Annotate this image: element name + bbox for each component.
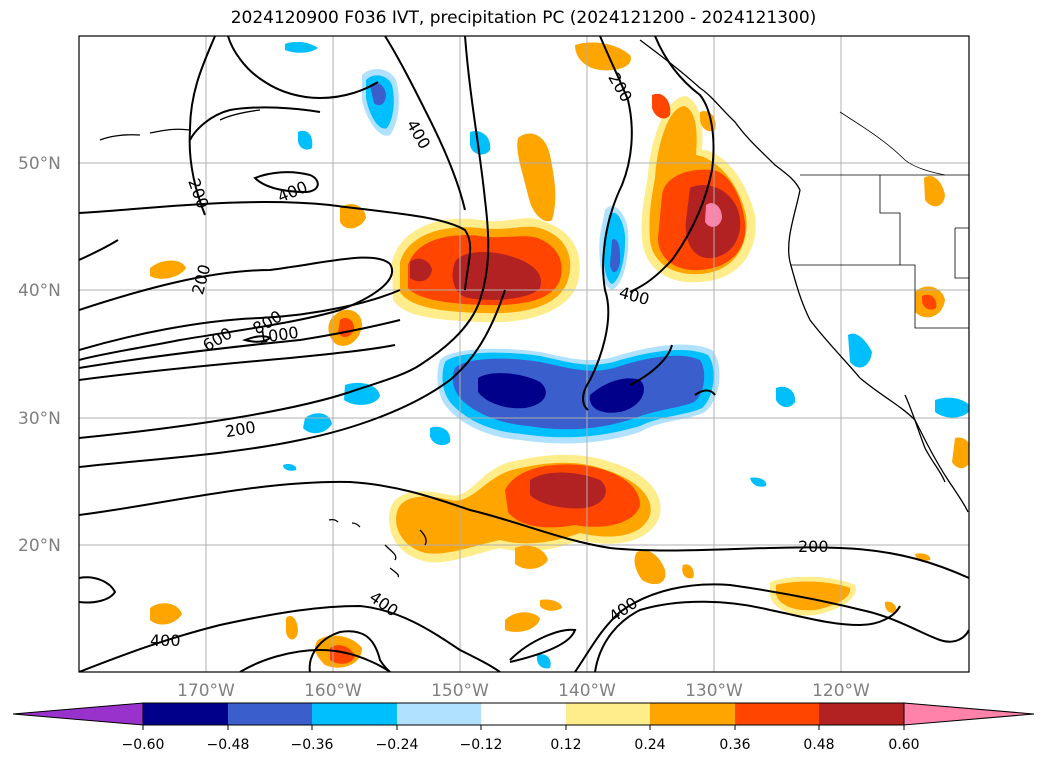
precip-field	[150, 41, 969, 669]
lon-label-170w: 170°W	[177, 681, 235, 701]
contour-label-400: 400	[617, 283, 651, 309]
lat-label-40n: 40°N	[18, 281, 61, 301]
contour-label-200: 200	[224, 417, 257, 441]
colorbar-segment	[481, 703, 566, 725]
ivt-contours	[79, 36, 969, 672]
colorbar-tick-label: −0.60	[122, 737, 165, 753]
colorbar-segment	[566, 703, 650, 725]
colorbar-extend-high	[903, 702, 1035, 726]
graticule	[79, 36, 969, 672]
colorbar-segment	[735, 703, 819, 725]
lat-label-50n: 50°N	[18, 154, 61, 174]
contour-label-400: 400	[403, 116, 435, 152]
colorbar-segment	[650, 703, 735, 725]
lat-label-30n: 30°N	[18, 409, 61, 429]
colorbar-extend-low	[12, 702, 144, 726]
colorbar-segment	[397, 703, 481, 725]
latitude-labels: 50°N 40°N 30°N 20°N	[18, 154, 61, 556]
small-blobs	[150, 41, 969, 669]
lon-label-130w: 130°W	[685, 681, 743, 701]
positive-anomaly-coast	[641, 96, 756, 283]
colorbar-tick-label: −0.12	[460, 737, 503, 753]
colorbar-tick-label: −0.48	[207, 737, 250, 753]
coastlines	[99, 39, 969, 578]
colorbar-tick-label: −0.24	[376, 737, 419, 753]
lon-label-150w: 150°W	[431, 681, 489, 701]
contour-label-200: 200	[188, 262, 214, 296]
lon-label-120w: 120°W	[812, 681, 870, 701]
lon-label-140w: 140°W	[558, 681, 616, 701]
colorbar-tick-label: 0.60	[888, 737, 919, 753]
colorbar-tick-label: 0.36	[719, 737, 750, 753]
colorbar-tick-label: 0.48	[803, 737, 834, 753]
colorbar-segment	[819, 703, 904, 725]
colorbar-segment	[143, 703, 228, 725]
contour-label-400: 400	[150, 631, 181, 650]
lat-label-20n: 20°N	[18, 536, 61, 556]
colorbar-tick-label: 0.12	[550, 737, 581, 753]
longitude-labels: 170°W 160°W 150°W 140°W 130°W 120°W	[177, 681, 870, 701]
contour-label-200: 200	[798, 537, 829, 556]
contour-label-200: 200	[604, 69, 636, 105]
colorbar-tick-label: −0.36	[291, 737, 334, 753]
lon-label-160w: 160°W	[304, 681, 362, 701]
colorbar-segment	[228, 703, 312, 725]
negative-anomaly-aleutian	[362, 68, 399, 136]
colorbar-outline	[142, 702, 905, 726]
map-title: 2024120900 F036 IVT, precipitation PC (2…	[230, 8, 817, 28]
colorbar-segment	[312, 703, 397, 725]
negative-anomaly-central	[437, 344, 720, 444]
map-frame	[78, 35, 970, 673]
state-borders	[790, 111, 969, 329]
colorbar: −0.60 −0.48 −0.36 −0.24 −0.12 0.12 0.24 …	[12, 702, 1035, 753]
colorbar-tick-label: 0.24	[634, 737, 665, 753]
contour-label-400: 400	[275, 177, 310, 206]
